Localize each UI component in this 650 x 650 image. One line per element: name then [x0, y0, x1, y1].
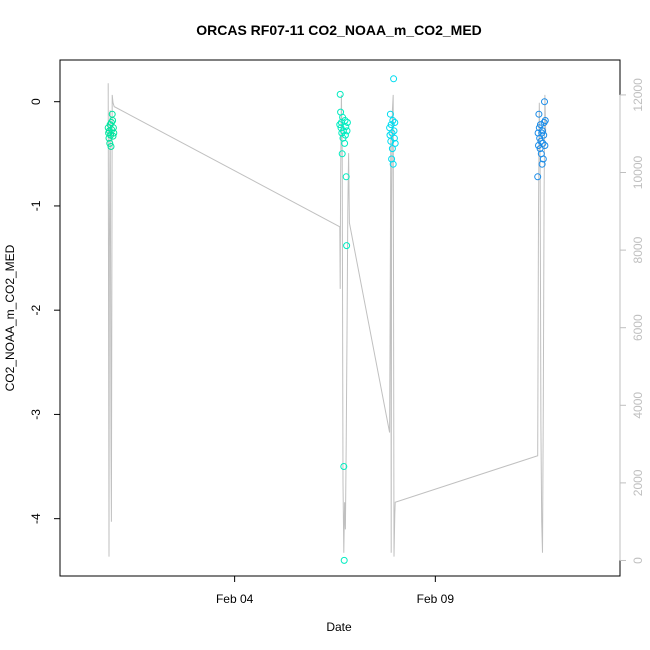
co2-point — [343, 119, 351, 126]
co2-point — [340, 556, 348, 564]
co2-point — [535, 110, 543, 118]
y2-tick-label: 12000 — [631, 78, 645, 112]
altitude-trace-layer — [107, 83, 547, 557]
co2-point — [539, 127, 546, 135]
co2-point — [387, 121, 395, 129]
co2-point — [343, 127, 351, 135]
co2-point — [390, 127, 398, 135]
co2-point — [106, 139, 114, 147]
y2-tick-label: 0 — [631, 557, 645, 564]
x-axis-label: Date — [326, 620, 352, 634]
co2-point — [386, 110, 394, 118]
y2-axis-right: 0 2000 4000 6000 8000 10000 12000 — [619, 78, 645, 564]
altitude-line — [107, 83, 547, 557]
co2-point — [342, 123, 350, 131]
co2-point — [336, 90, 344, 98]
x-tick-label: Feb 04 — [216, 592, 254, 606]
co2-point — [336, 121, 344, 129]
y2-tick-label: 6000 — [631, 314, 645, 341]
co2-point — [109, 124, 117, 132]
co2-point — [389, 160, 397, 168]
y-tick-label: -4 — [29, 513, 43, 524]
y2-tick-label: 10000 — [631, 156, 645, 190]
co2-point — [391, 139, 399, 147]
x-axis: Feb 04 Feb 09 — [216, 576, 454, 606]
co2-point — [343, 242, 351, 250]
co2-point — [541, 142, 549, 149]
co2-point — [341, 139, 349, 147]
co2-point — [534, 173, 542, 181]
co2-point — [390, 75, 398, 83]
co2-point — [540, 131, 548, 139]
co2-point — [541, 117, 549, 124]
co2-point — [538, 160, 546, 168]
y-axis: 0 -1 -2 -3 -4 — [29, 98, 60, 524]
co2-point — [338, 150, 346, 158]
co2-points-layer — [104, 75, 549, 564]
co2-point — [109, 132, 117, 140]
co2-point — [537, 137, 545, 145]
co2-point — [537, 121, 544, 129]
co2-point — [539, 139, 547, 147]
co2-point — [110, 129, 118, 137]
y-tick-label: -3 — [29, 409, 43, 420]
y-tick-label: -2 — [29, 305, 43, 316]
y2-tick-label: 8000 — [631, 236, 645, 263]
y-axis-label: CO2_NOAA_m_CO2_MED — [3, 244, 17, 391]
co2-point — [340, 463, 348, 470]
y-tick-label: 0 — [29, 98, 43, 105]
co2-point — [390, 134, 398, 142]
co2-point — [539, 155, 547, 163]
y2-tick-label: 4000 — [631, 392, 645, 419]
co2-point — [389, 117, 397, 124]
co2-point — [109, 117, 117, 124]
co2-point — [342, 173, 350, 181]
co2-point — [388, 145, 396, 153]
co2-point — [536, 145, 544, 153]
co2-point — [341, 131, 349, 139]
co2-point — [107, 143, 115, 150]
co2-point — [391, 119, 399, 126]
co2-point — [541, 98, 548, 106]
x-tick-label: Feb 09 — [417, 592, 455, 606]
y2-tick-label: 2000 — [631, 469, 645, 496]
chart-title: ORCAS RF07-11 CO2_NOAA_m_CO2_MED — [196, 22, 482, 38]
y-tick-label: -1 — [29, 200, 43, 211]
